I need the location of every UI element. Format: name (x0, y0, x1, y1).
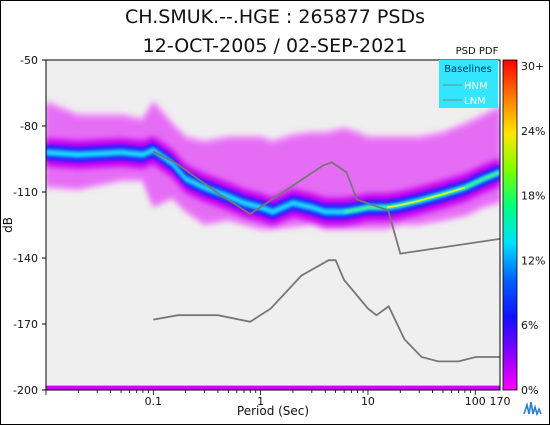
x-tick-label: 100 (465, 395, 486, 408)
colorbar-label: 30+ (521, 60, 544, 73)
chart-subtitle: 12-OCT-2005 / 02-SEP-2021 (142, 35, 408, 57)
y-tick-label: -200 (13, 384, 38, 397)
y-tick-label: -140 (13, 252, 38, 265)
baseline-hnm (152, 150, 500, 255)
y-tick-label: -50 (20, 54, 38, 67)
y-tick-label: -110 (13, 186, 38, 199)
legend-label-lnm: LNM (464, 96, 486, 107)
colorbar-label: 6% (521, 319, 538, 332)
colorbar (502, 59, 518, 391)
x-tick-label: 0.1 (145, 395, 163, 408)
y-tick-label: -80 (20, 120, 38, 133)
axes: -50 -80 -110 -140 -170 -200 0.1 1 10 100 170 (13, 54, 510, 408)
colorbar-label: 24% (521, 125, 545, 138)
x-tick-label: 1 (257, 395, 264, 408)
colorbar-label: 18% (521, 190, 545, 203)
baseline-lnm (153, 259, 500, 363)
plot-border (45, 59, 501, 391)
colorbar-label: 0% (521, 384, 538, 397)
y-axis-label: dB (1, 217, 15, 233)
x-tick-label: 170 (490, 395, 511, 408)
pdf-band-blue (46, 142, 500, 220)
colorbar-labels: 30+ 24% 18% 12% 6% 0% (521, 60, 545, 397)
x-tick-label: 10 (361, 395, 375, 408)
baselines (152, 150, 500, 363)
floor-band (46, 385, 500, 390)
pdf-band-cyan (46, 148, 500, 214)
legend-title: Baselines (444, 64, 492, 75)
floor-band-rect (46, 385, 500, 390)
pdf-core-yellow (386, 186, 466, 209)
chart-title: CH.SMUK.--.HGE : 265877 PSDs (125, 6, 425, 28)
y-tick-label: -170 (13, 318, 38, 331)
legend: Baselines HNM LNM (439, 60, 498, 108)
colorbar-title: PSD PDF (456, 46, 499, 57)
logo-icon (522, 398, 542, 418)
x-axis-label: Period (Sec) (237, 404, 309, 418)
colorbar-label: 12% (521, 254, 545, 267)
pdf-density (46, 100, 500, 231)
legend-label-hnm: HNM (464, 81, 488, 92)
